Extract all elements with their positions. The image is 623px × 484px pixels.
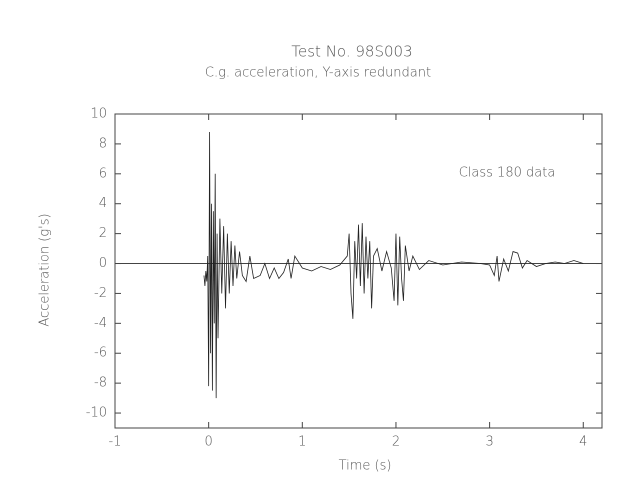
x-tick-label: 2 [392, 435, 400, 450]
x-tick-label: 1 [298, 435, 306, 450]
x-tick-label: 4 [579, 435, 587, 450]
plot-frame [114, 113, 603, 429]
y-tick-label: 10 [90, 107, 107, 122]
y-tick-label: 0 [99, 256, 107, 271]
y-tick-label: -2 [94, 286, 107, 301]
chart-title: Test No. 98S003 [291, 43, 412, 61]
y-tick-label: -4 [94, 316, 107, 331]
y-tick-label: 6 [99, 166, 107, 181]
x-tick-label: 3 [485, 435, 493, 450]
x-tick-label: -1 [109, 435, 122, 450]
x-tick-label: 0 [205, 435, 213, 450]
annotation: Class 180 data [459, 166, 556, 181]
y-axis-label: Acceleration (g's) [38, 213, 53, 326]
x-axis-label: Time (s) [339, 459, 392, 474]
data-line [203, 131, 584, 399]
y-tick-label: -10 [86, 406, 107, 421]
y-tick-label: -8 [94, 376, 107, 391]
chart-subtitle: C.g. acceleration, Y-axis redundant [205, 66, 431, 81]
y-tick-label: 8 [99, 136, 107, 151]
y-tick-label: -6 [94, 346, 107, 361]
y-tick-label: 4 [99, 196, 107, 211]
y-tick-label: 2 [99, 226, 107, 241]
